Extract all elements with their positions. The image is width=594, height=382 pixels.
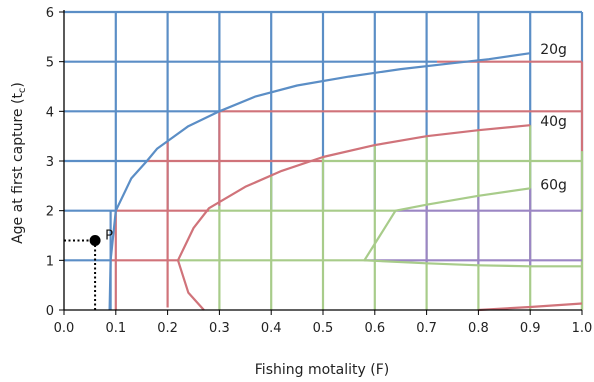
curve-label-20g: 20g: [540, 42, 567, 58]
x-axis-label: Fishing motality (F): [255, 362, 389, 378]
y-axis-label-main: Age at first capture (t: [10, 93, 26, 244]
point-p-marker: [89, 234, 101, 246]
curve-segment-3: [478, 302, 583, 312]
curve-label-40g: 40g: [540, 114, 567, 130]
y-axis-label-close: ): [10, 82, 26, 87]
y-tick-label: 4: [46, 105, 54, 120]
colored-grid: [64, 10, 584, 310]
ticks: 0.0 0.1 0.2 0.3 0.4 0.5 0.6 0.7 0.8 0.9 1.0 0 1 2 3 4 5 6: [46, 6, 593, 336]
x-tick-label: 0.5: [313, 321, 334, 336]
y-tick-label: 2: [46, 205, 54, 220]
x-tick-label: 0.4: [261, 321, 282, 336]
curve-20g: [108, 52, 531, 311]
x-tick-label: 0.8: [468, 321, 489, 336]
y-tick-label: 5: [46, 56, 54, 71]
y-tick-label: 1: [46, 254, 54, 269]
curve-60g: [363, 187, 582, 268]
y-axis-label: Age at first capture (tc): [10, 82, 28, 244]
y-tick-label: 6: [46, 6, 54, 21]
curve-labels: 20g 40g 60g: [540, 42, 567, 193]
x-tick-label: 1.0: [572, 321, 593, 336]
point-p-label: P: [105, 228, 113, 243]
x-tick-label: 0.0: [54, 321, 75, 336]
x-tick-label: 0.1: [105, 321, 126, 336]
x-tick-label: 0.7: [416, 321, 437, 336]
x-tick-label: 0.3: [209, 321, 230, 336]
y-axis-label-subscript: c: [17, 88, 28, 94]
x-tick-label: 0.9: [520, 321, 541, 336]
point-p-group: P: [64, 228, 113, 310]
x-tick-label: 0.2: [157, 321, 178, 336]
curve-label-60g: 60g: [540, 177, 567, 193]
y-tick-label: 0: [46, 304, 54, 319]
y-tick-label: 3: [46, 155, 54, 170]
x-tick-label: 0.6: [364, 321, 385, 336]
curve-40g: [176, 124, 531, 311]
curves: [108, 52, 583, 312]
